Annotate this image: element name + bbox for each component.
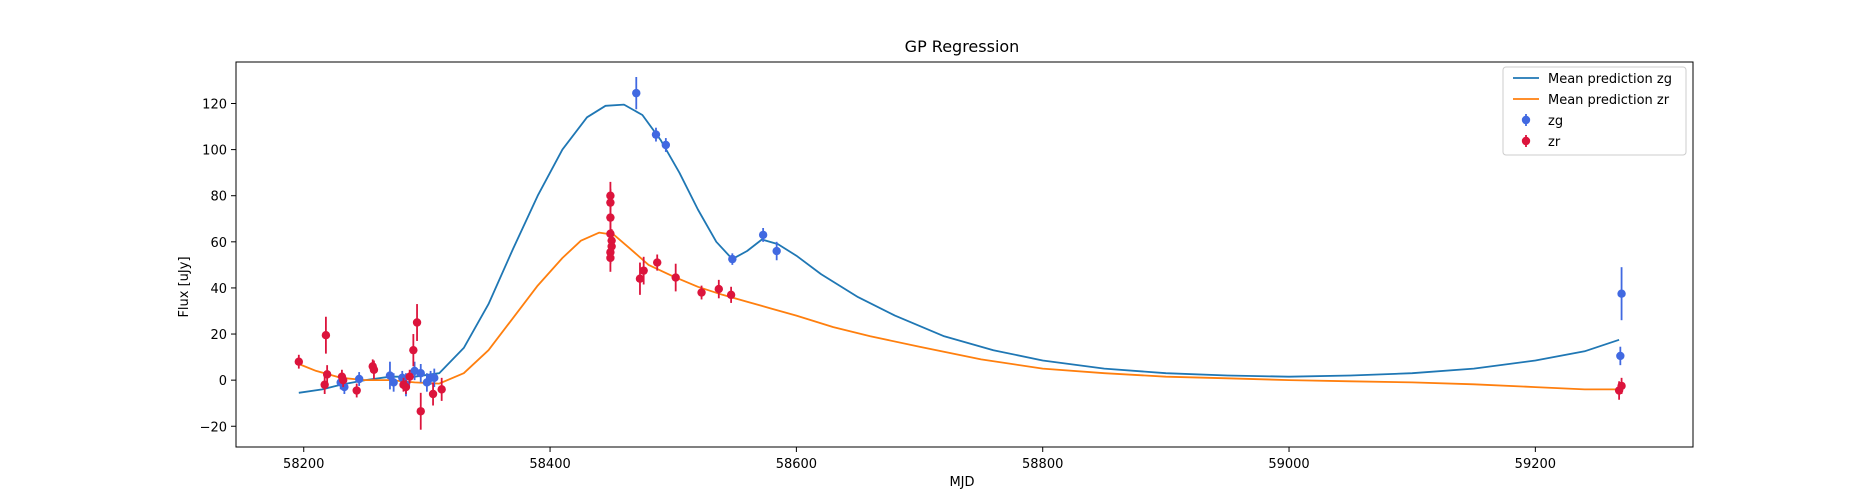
point-zr bbox=[635, 274, 645, 283]
point-zg bbox=[416, 369, 425, 378]
point-zg bbox=[772, 246, 781, 256]
point-zr bbox=[1617, 381, 1626, 391]
point-zr bbox=[401, 382, 411, 392]
legend-point-swatch bbox=[1521, 136, 1531, 146]
point-zr bbox=[428, 389, 438, 399]
legend-label: Mean prediction zr bbox=[1548, 93, 1670, 108]
point-zg bbox=[758, 230, 768, 240]
point-zr bbox=[726, 290, 736, 300]
point-zr bbox=[352, 386, 361, 395]
line-mean-prediction-zr bbox=[298, 231, 1620, 391]
x-tick-label: 59000 bbox=[1268, 457, 1309, 472]
point-zg bbox=[354, 374, 364, 384]
legend: Mean prediction zg Mean prediction zr zg zr bbox=[1502, 66, 1687, 156]
legend-label: Mean prediction zg bbox=[1548, 72, 1672, 87]
point-zr bbox=[639, 266, 648, 275]
point-zg bbox=[1617, 289, 1626, 298]
point-zr bbox=[321, 330, 331, 340]
legend-label: zr bbox=[1548, 135, 1561, 150]
x-tick-label: 59200 bbox=[1515, 457, 1556, 472]
x-tick-label: 58200 bbox=[283, 457, 324, 472]
point-zr bbox=[369, 365, 379, 374]
chart-title: GP Regression bbox=[905, 37, 1020, 56]
y-axis-label: Flux [uJy] bbox=[177, 256, 192, 317]
y-tick-label: −20 bbox=[200, 420, 227, 435]
point-zr bbox=[714, 284, 723, 294]
point-zr bbox=[412, 318, 422, 327]
point-zg bbox=[1616, 351, 1625, 361]
y-tick-label: 60 bbox=[210, 236, 227, 251]
point-zr bbox=[697, 288, 706, 297]
y-tick-label: 40 bbox=[210, 282, 227, 297]
point-zr bbox=[409, 345, 418, 355]
y-tick-label: 20 bbox=[210, 328, 227, 343]
point-zg bbox=[389, 378, 398, 387]
point-zg bbox=[661, 140, 671, 150]
point-zr bbox=[294, 357, 304, 366]
x-axis-label: MJD bbox=[949, 475, 974, 490]
point-zr bbox=[437, 385, 446, 394]
point-zr bbox=[606, 213, 615, 222]
y-tick-label: 0 bbox=[219, 374, 227, 389]
y-tick-label: 100 bbox=[202, 144, 227, 159]
point-zr bbox=[416, 407, 425, 416]
y-tick-label: 120 bbox=[202, 97, 227, 112]
legend-point-swatch bbox=[1521, 115, 1531, 125]
point-zr bbox=[606, 198, 615, 207]
point-zg bbox=[651, 130, 661, 139]
point-zg bbox=[632, 88, 641, 98]
data-layer bbox=[294, 76, 1626, 430]
point-zg bbox=[385, 371, 395, 380]
point-zr bbox=[405, 372, 414, 381]
x-tick-label: 58800 bbox=[1022, 457, 1063, 472]
point-zr bbox=[653, 258, 662, 267]
point-zr bbox=[322, 370, 332, 379]
legend-box bbox=[1502, 66, 1687, 156]
x-tick-label: 58400 bbox=[529, 457, 570, 472]
y-tick-label: 80 bbox=[210, 190, 227, 205]
axes-frame bbox=[235, 61, 1694, 448]
point-zg bbox=[430, 373, 439, 383]
point-zr bbox=[338, 375, 348, 385]
plot-area: 58200 58400 58600 58800 59000 59200 −20 0 20 40 60… bbox=[200, 61, 1694, 472]
point-zr bbox=[606, 253, 615, 263]
legend-label: zg bbox=[1548, 114, 1563, 129]
point-zr bbox=[671, 273, 680, 282]
x-tick-label: 58600 bbox=[776, 457, 817, 472]
point-zg bbox=[728, 254, 737, 264]
